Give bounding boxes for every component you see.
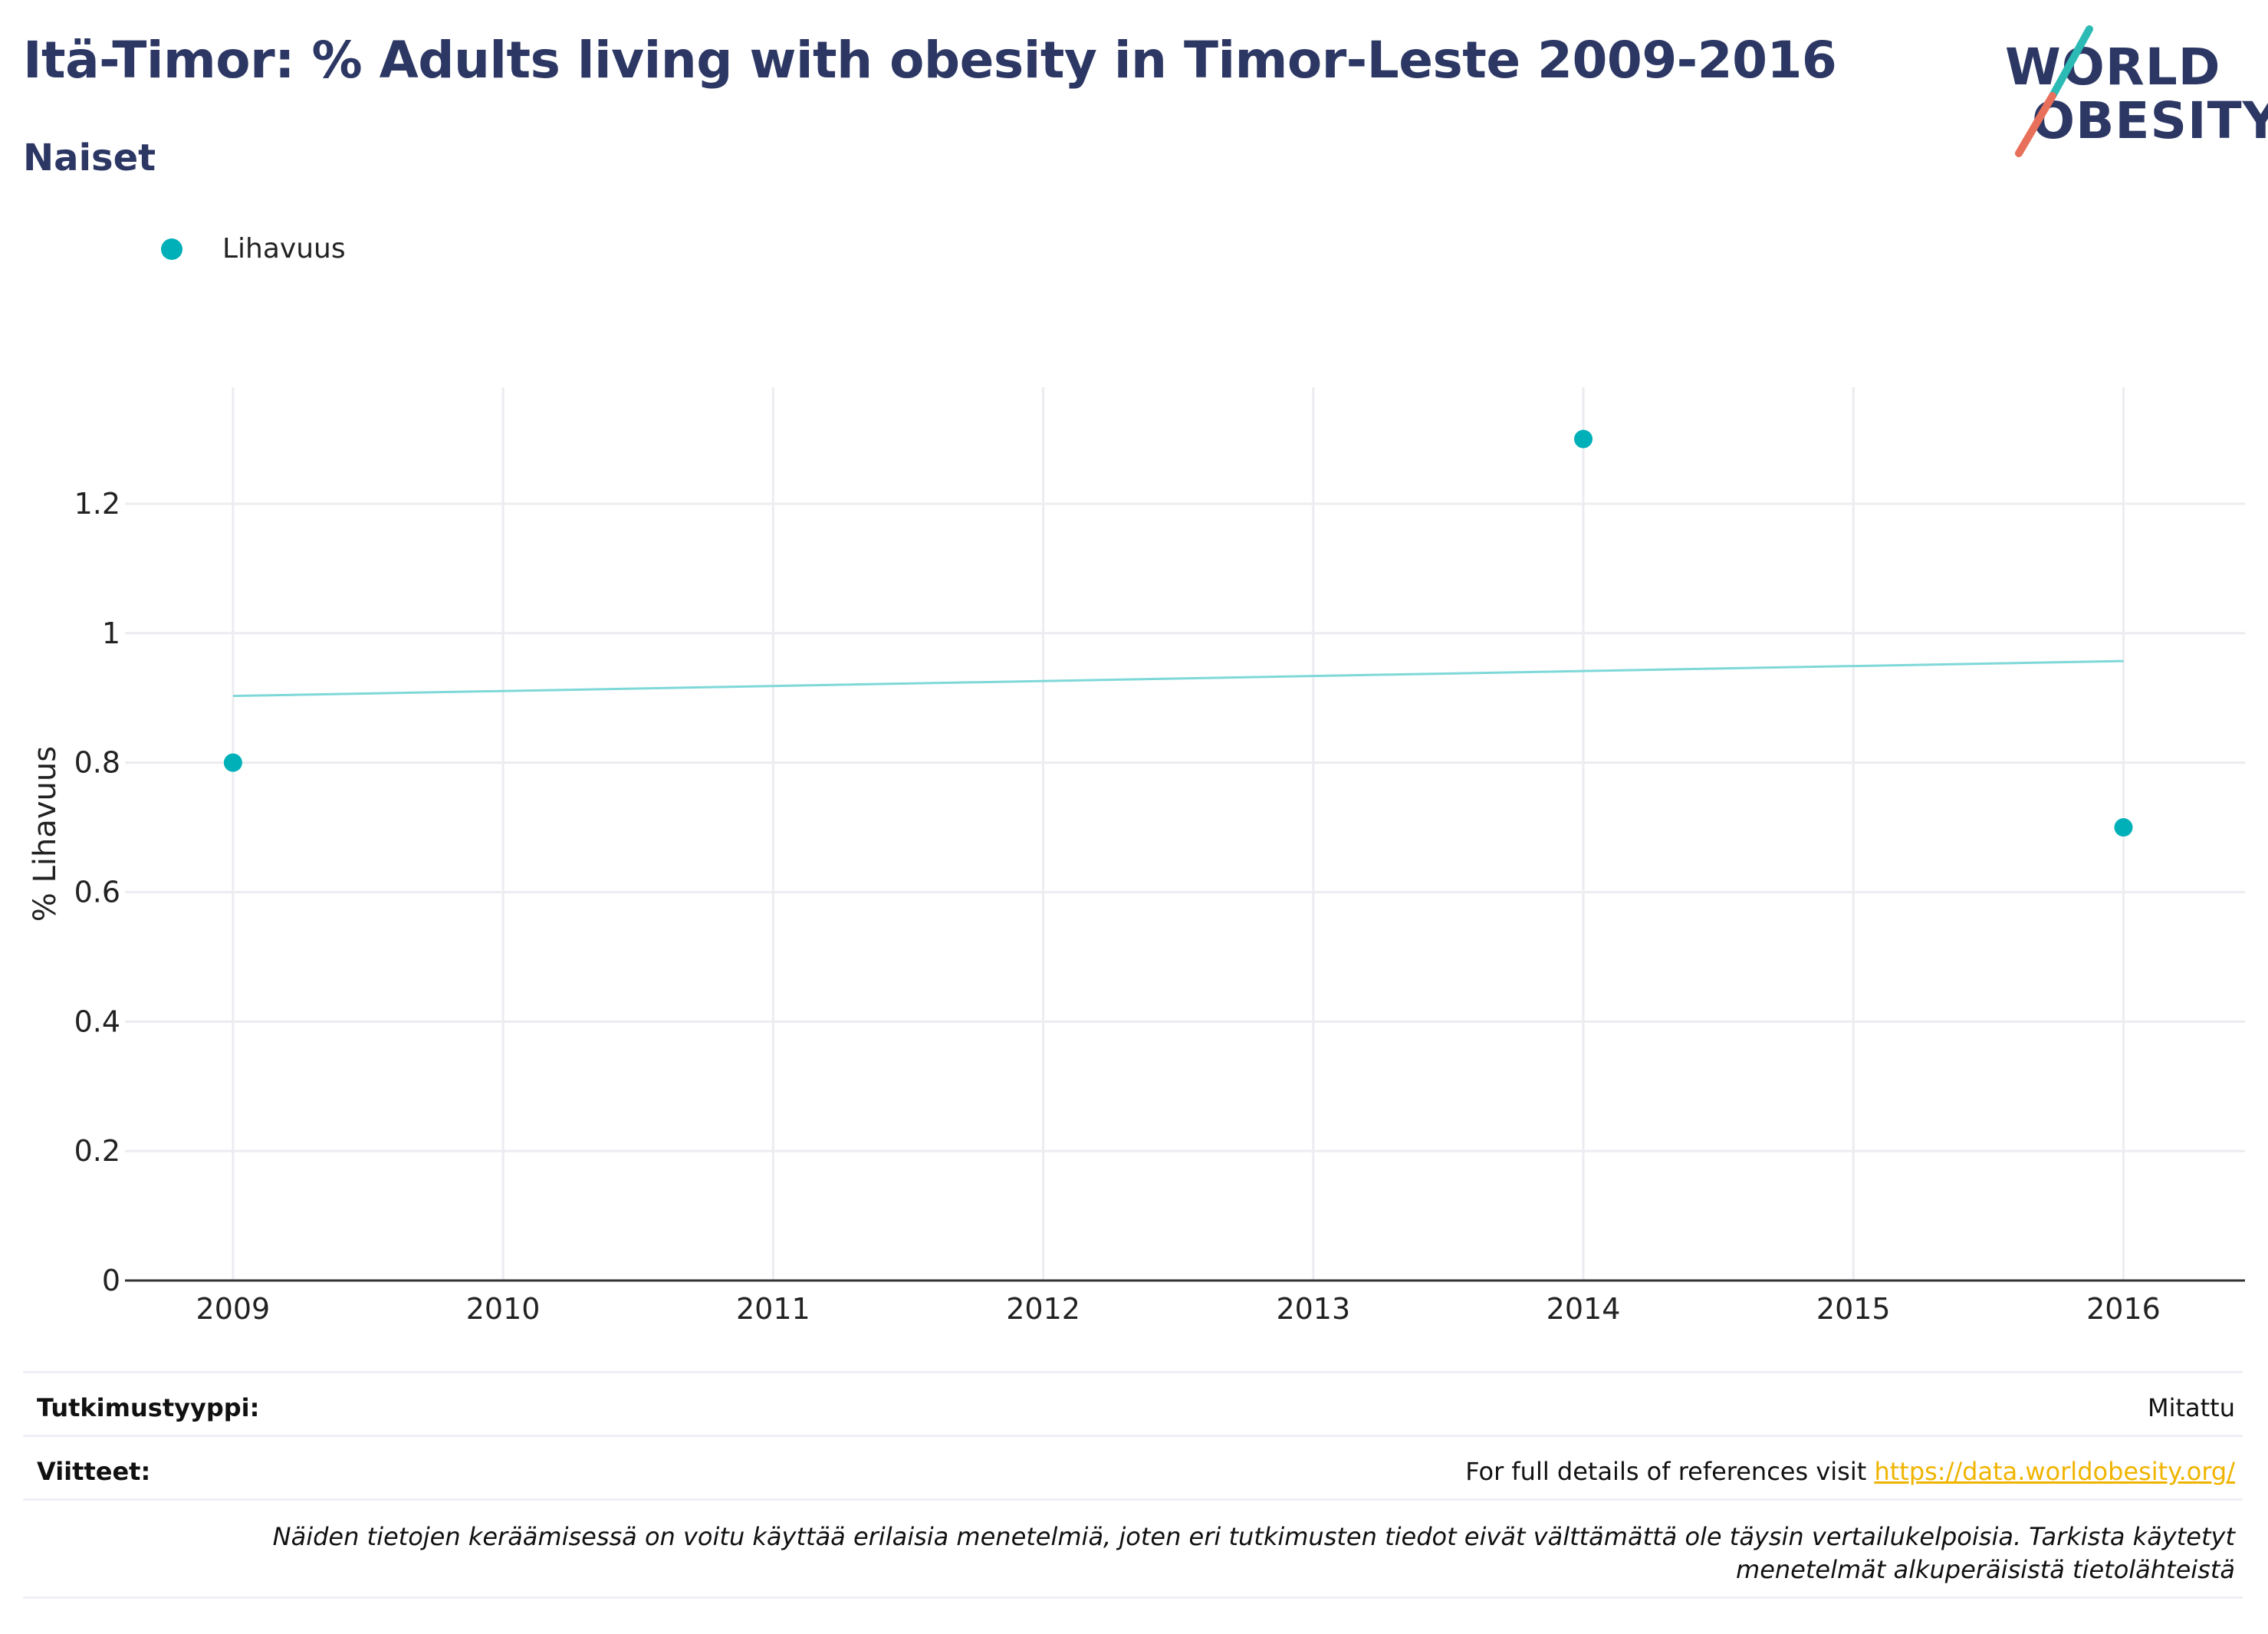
footer-references-row: Viitteet: For full details of references… bbox=[23, 1435, 2243, 1498]
footer-bottom-rule bbox=[23, 1596, 2243, 1599]
x-tick-label: 2012 bbox=[1006, 1292, 1080, 1326]
x-tick-label: 2010 bbox=[466, 1292, 541, 1326]
references-text: For full details of references visit bbox=[1465, 1457, 1875, 1486]
chart-title: Itä-Timor: % Adults living with obesity … bbox=[23, 31, 1837, 90]
footer-note-row: Näiden tietojen keräämisessä on voitu kä… bbox=[23, 1498, 2243, 1597]
y-axis-title: % Lihavuus bbox=[28, 746, 63, 922]
y-tick-label: 0.8 bbox=[74, 746, 120, 780]
data-point bbox=[223, 753, 242, 772]
legend-label: Lihavuus bbox=[222, 233, 346, 265]
scatter-chart: 2009 2010 2011 2012 2013 2014 2015 2016 0 0.2 0.4 0… bbox=[28, 387, 2245, 1326]
x-tick-label: 2015 bbox=[1816, 1292, 1891, 1326]
data-point bbox=[1574, 429, 1593, 449]
x-tick-label: 2013 bbox=[1276, 1292, 1350, 1326]
study-type-label: Tutkimustyyppi: bbox=[37, 1393, 260, 1422]
y-tick-label: 0.2 bbox=[74, 1134, 120, 1168]
study-type-value: Mitattu bbox=[2147, 1393, 2235, 1422]
y-tick-label: 0.6 bbox=[74, 875, 120, 909]
logo-slash-icon bbox=[2015, 25, 2093, 157]
y-tick-label: 1 bbox=[102, 616, 120, 650]
y-tick-label: 0 bbox=[102, 1264, 120, 1297]
chart-subtitle: Naiset bbox=[23, 136, 156, 179]
footer-study-type-row: Tutkimustyyppi: Mitattu bbox=[23, 1371, 2243, 1435]
legend-marker bbox=[161, 238, 182, 260]
trendline bbox=[232, 659, 2124, 698]
references-link[interactable]: https://data.worldobesity.org/ bbox=[1874, 1457, 2235, 1486]
y-tick-label: 0.4 bbox=[74, 1004, 120, 1038]
logo-text-world: WORLD bbox=[2005, 38, 2221, 97]
x-tick-label: 2009 bbox=[196, 1292, 271, 1326]
x-tick-label: 2016 bbox=[2086, 1292, 2161, 1326]
logo-text-obesity: OBESITY bbox=[2032, 91, 2268, 150]
data-point bbox=[2114, 818, 2133, 837]
methodology-note: Näiden tietojen keräämisessä on voitu kä… bbox=[272, 1522, 2235, 1585]
x-tick-label: 2014 bbox=[1547, 1292, 1621, 1326]
world-obesity-logo: WORLD OBESITY bbox=[2005, 23, 2268, 161]
x-tick-label: 2011 bbox=[736, 1292, 810, 1326]
references-label: Viitteet: bbox=[37, 1457, 151, 1486]
references-value: For full details of references visit htt… bbox=[1465, 1457, 2235, 1486]
y-tick-label: 1.2 bbox=[74, 487, 120, 521]
